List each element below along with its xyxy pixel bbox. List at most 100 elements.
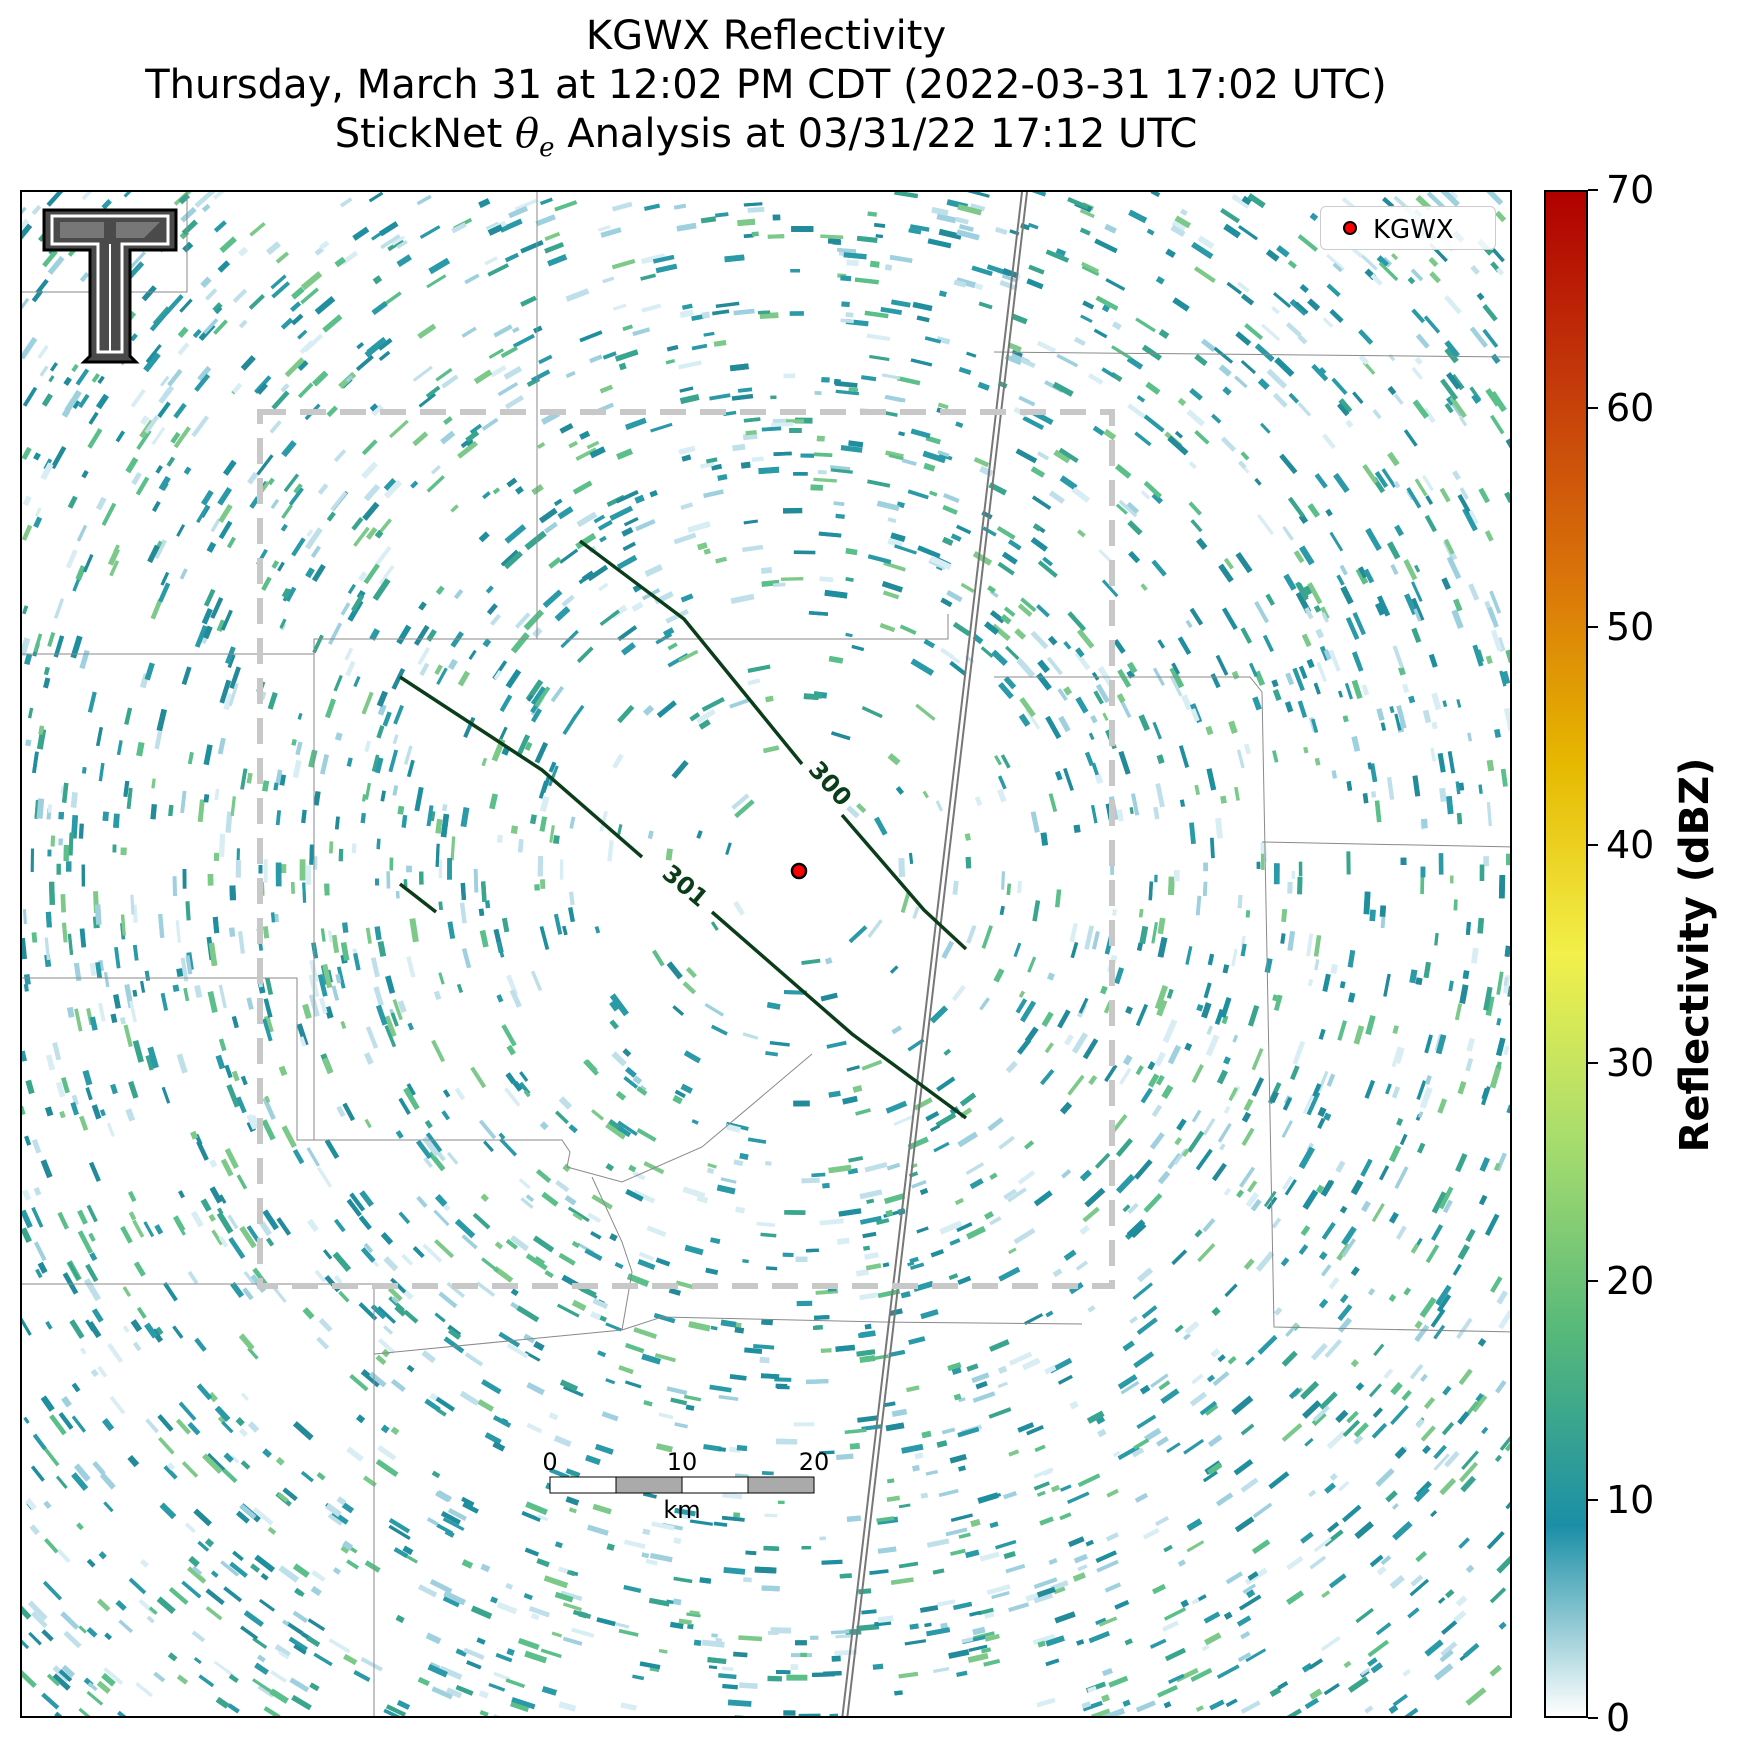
echo-cell xyxy=(461,1496,475,1507)
echo-cell xyxy=(819,1536,826,1541)
echo-cell xyxy=(1245,1191,1260,1208)
echo-cell xyxy=(1150,192,1161,197)
echo-cell xyxy=(991,623,1011,641)
echo-cell xyxy=(1323,1683,1340,1696)
echo-cell xyxy=(1424,1397,1436,1409)
echo-cell xyxy=(435,843,440,867)
echo-cell xyxy=(22,223,33,242)
echo-cell xyxy=(99,1109,106,1117)
echo-cell xyxy=(1396,705,1407,729)
echo-cell xyxy=(848,387,859,392)
echo-cell xyxy=(203,625,213,640)
echo-cell xyxy=(911,1180,927,1189)
echo-cell xyxy=(1328,1277,1340,1290)
echo-cell xyxy=(291,882,295,894)
echo-cell xyxy=(953,1601,973,1611)
echo-cell xyxy=(554,1541,563,1549)
echo-cell xyxy=(966,351,977,358)
echo-cell xyxy=(556,1303,580,1318)
echo-cell xyxy=(869,354,890,362)
echo-cell xyxy=(599,384,614,394)
echo-cell xyxy=(22,1668,37,1689)
echo-cell xyxy=(181,666,192,685)
echo-cell xyxy=(1045,1635,1065,1647)
echo-cell xyxy=(916,1226,929,1234)
echo-cell xyxy=(1439,787,1447,802)
echo-cell xyxy=(409,918,419,943)
echo-cell xyxy=(136,1306,147,1319)
echo-cell xyxy=(438,972,445,985)
echo-cell xyxy=(671,760,689,779)
echo-cell xyxy=(1446,795,1454,815)
echo-cell xyxy=(996,788,1007,803)
echo-cell xyxy=(423,1157,433,1168)
echo-cell xyxy=(1323,1529,1344,1547)
echo-cell xyxy=(633,1189,656,1204)
echo-cell xyxy=(673,203,687,210)
echo-cell xyxy=(340,197,353,208)
radar-map[interactable]: 300 301 0 10 20 km xyxy=(20,190,1512,1718)
echo-cell xyxy=(262,1018,273,1042)
echo-cell xyxy=(1316,661,1328,683)
echo-cell xyxy=(558,1701,577,1712)
echo-cell xyxy=(456,983,464,994)
echo-cell xyxy=(353,953,361,971)
echo-cell xyxy=(1156,754,1165,764)
echo-cell xyxy=(875,234,883,239)
echo-cell xyxy=(612,201,633,212)
echo-cell xyxy=(628,1164,637,1173)
echo-cell xyxy=(333,1274,343,1285)
echo-cell xyxy=(793,1422,815,1427)
echo-cell xyxy=(672,1005,685,1016)
echo-cell xyxy=(1336,574,1345,586)
echo-cell xyxy=(22,297,30,312)
echo-cell xyxy=(96,1598,111,1612)
county-line xyxy=(994,676,1510,1333)
echo-cell xyxy=(1309,1555,1327,1570)
echo-cell xyxy=(1032,900,1041,922)
echo-cell xyxy=(1117,1374,1138,1390)
echo-cell xyxy=(22,1602,32,1620)
echo-cell xyxy=(86,1627,98,1638)
echo-cell xyxy=(358,1215,372,1231)
echo-cell xyxy=(330,491,348,512)
echo-cell xyxy=(1453,598,1463,612)
echo-cell xyxy=(688,1321,711,1332)
echo-cell xyxy=(780,577,804,581)
echo-cell xyxy=(599,535,607,543)
echo-cell xyxy=(314,295,336,315)
echo-cell xyxy=(1162,1620,1179,1632)
echo-cell xyxy=(1195,1148,1213,1171)
echo-cell xyxy=(390,1426,400,1436)
echo-cell xyxy=(618,1365,634,1375)
echo-cell xyxy=(1358,566,1368,579)
echo-cell xyxy=(98,1551,107,1560)
echo-cell xyxy=(1313,934,1322,957)
echo-cell xyxy=(25,1079,35,1095)
echo-cell xyxy=(63,1630,82,1649)
echo-cell xyxy=(1161,1084,1174,1099)
echo-cell xyxy=(363,1475,377,1488)
echo-cell xyxy=(441,374,459,389)
echo-cell xyxy=(1307,582,1323,605)
echo-cell xyxy=(218,833,226,858)
echo-cell xyxy=(1127,1202,1139,1215)
echo-cell xyxy=(324,1006,334,1019)
echo-cell xyxy=(263,859,268,883)
echo-cell xyxy=(1030,811,1040,833)
echo-cell xyxy=(293,1644,307,1655)
echo-cell xyxy=(998,1135,1015,1150)
echo-cell xyxy=(376,690,388,707)
scale-tick-20: 20 xyxy=(798,1448,830,1476)
echo-cell xyxy=(652,949,665,967)
echo-cell xyxy=(1187,1130,1205,1153)
echo-cell xyxy=(236,1174,248,1190)
echo-cell xyxy=(155,1326,164,1336)
echo-cell xyxy=(1203,1611,1221,1624)
echo-cell xyxy=(686,1612,701,1618)
echo-cell xyxy=(109,1395,126,1415)
echo-cell xyxy=(910,428,931,439)
echo-cell xyxy=(523,609,545,631)
echo-cell xyxy=(326,405,338,418)
echo-cell xyxy=(1347,950,1356,968)
